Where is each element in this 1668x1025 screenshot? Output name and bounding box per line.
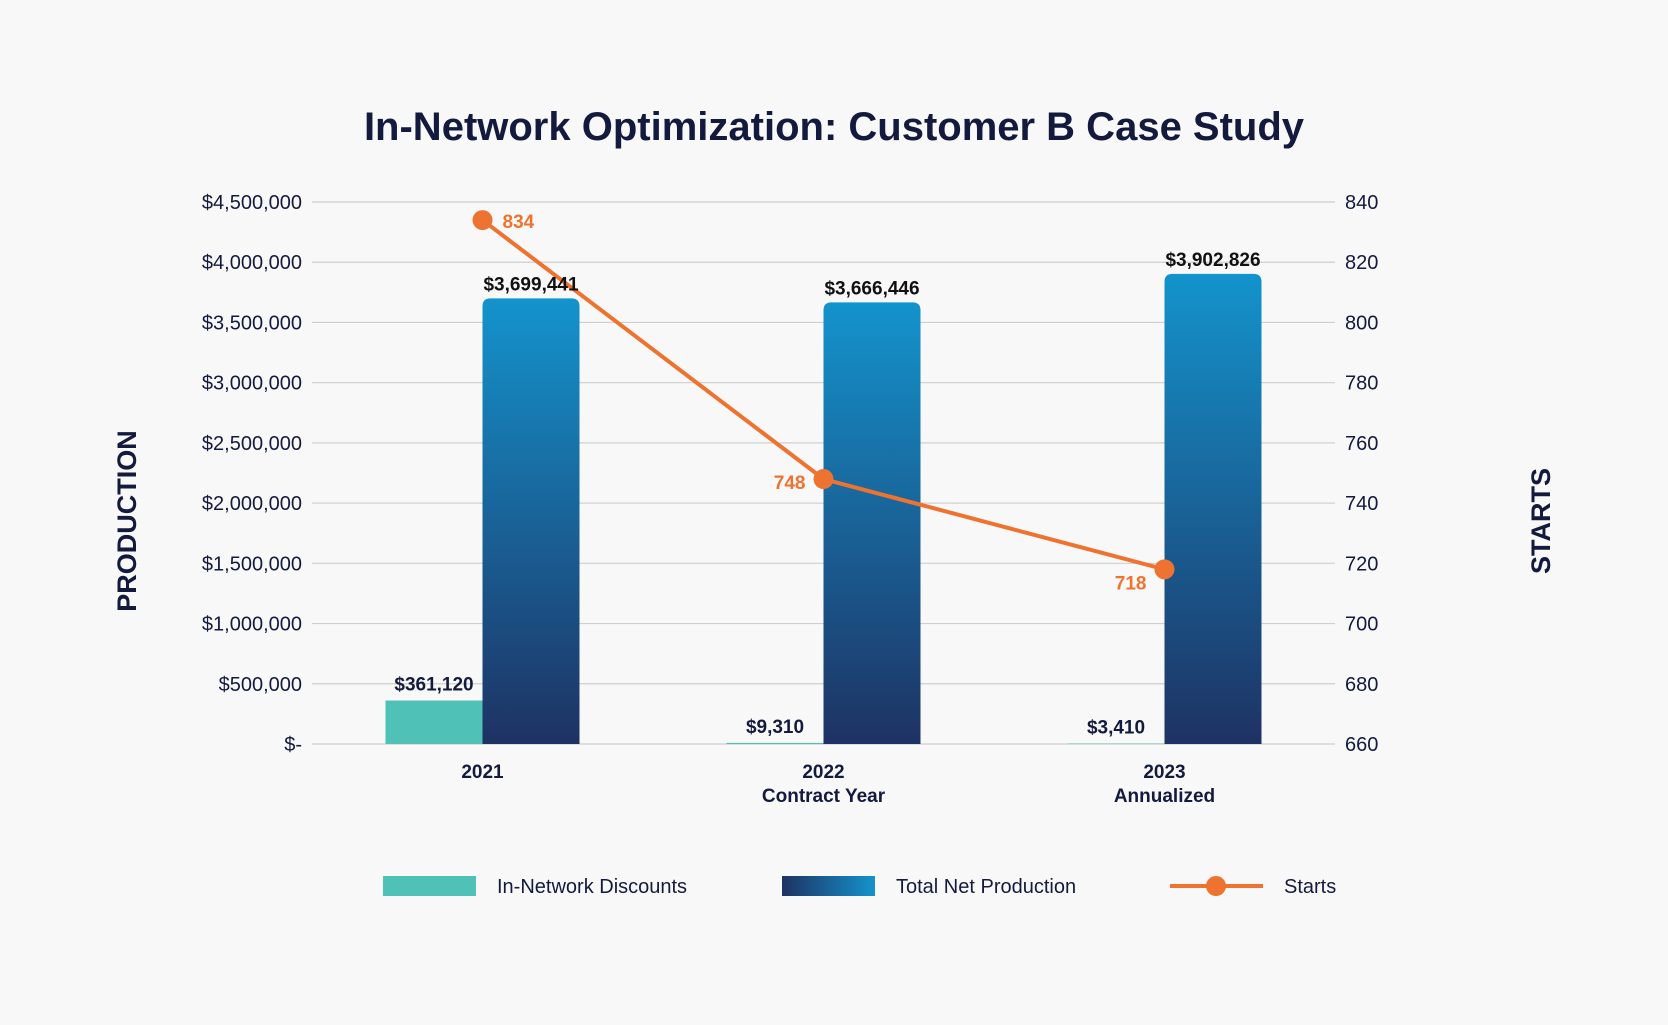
discount-data-label: $361,120 bbox=[394, 675, 473, 696]
x-tick-label: Contract Year bbox=[762, 786, 886, 807]
production-data-label: $3,699,441 bbox=[483, 274, 579, 295]
y2-tick-label: 700 bbox=[1345, 614, 1378, 636]
production-bar bbox=[824, 302, 921, 744]
y-tick-label: $500,000 bbox=[219, 674, 302, 696]
y-tick-label: $3,000,000 bbox=[202, 373, 302, 395]
y-tick-label: $1,500,000 bbox=[202, 553, 302, 575]
x-tick-label: 2021 bbox=[461, 762, 504, 783]
x-tick-label: 2022 bbox=[802, 762, 844, 783]
y2-tick-label: 680 bbox=[1345, 674, 1378, 696]
production-data-label: $3,902,826 bbox=[1165, 250, 1260, 271]
production-bar bbox=[1165, 274, 1262, 744]
y2-tick-label: 820 bbox=[1345, 252, 1378, 274]
starts-data-label: 834 bbox=[503, 212, 535, 233]
starts-point bbox=[473, 210, 493, 230]
discount-bar bbox=[727, 743, 824, 744]
discount-bar bbox=[386, 701, 483, 744]
y-tick-label: $2,000,000 bbox=[202, 493, 302, 515]
y-axis-title: PRODUCTION bbox=[112, 430, 142, 612]
legend-label-starts: Starts bbox=[1284, 876, 1336, 898]
starts-point bbox=[1155, 559, 1175, 579]
production-bar bbox=[483, 298, 580, 744]
x-tick-label: 2023 bbox=[1143, 762, 1185, 783]
y-tick-label: $2,500,000 bbox=[202, 433, 302, 455]
y-tick-label: $4,000,000 bbox=[202, 252, 302, 274]
y-tick-label: $1,000,000 bbox=[202, 614, 302, 636]
starts-point bbox=[814, 469, 834, 489]
y-tick-label: $- bbox=[284, 734, 302, 756]
y2-tick-label: 760 bbox=[1345, 433, 1378, 455]
y-tick-label: $4,500,000 bbox=[202, 192, 302, 214]
y2-tick-label: 740 bbox=[1345, 493, 1378, 515]
production-data-label: $3,666,446 bbox=[824, 278, 919, 299]
legend-swatch-discounts bbox=[383, 876, 476, 896]
x-tick-label: Annualized bbox=[1114, 786, 1215, 807]
starts-data-label: 718 bbox=[1115, 573, 1147, 594]
legend-swatch-starts-marker bbox=[1206, 876, 1226, 896]
y2-axis-title: STARTS bbox=[1526, 468, 1556, 574]
legend-label-discounts: In-Network Discounts bbox=[497, 876, 687, 898]
legend-swatch-production bbox=[782, 876, 875, 896]
starts-data-label: 748 bbox=[774, 473, 806, 494]
chart-title: In-Network Optimization: Customer B Case… bbox=[364, 105, 1305, 149]
y2-tick-label: 800 bbox=[1345, 312, 1378, 334]
y-tick-label: $3,500,000 bbox=[202, 312, 302, 334]
y2-tick-label: 840 bbox=[1345, 192, 1378, 214]
discount-data-label: $3,410 bbox=[1087, 718, 1145, 739]
y2-tick-label: 660 bbox=[1345, 734, 1378, 756]
legend-label-production: Total Net Production bbox=[896, 876, 1076, 898]
y2-tick-label: 720 bbox=[1345, 553, 1378, 575]
discount-data-label: $9,310 bbox=[746, 717, 804, 738]
y2-tick-label: 780 bbox=[1345, 373, 1378, 395]
